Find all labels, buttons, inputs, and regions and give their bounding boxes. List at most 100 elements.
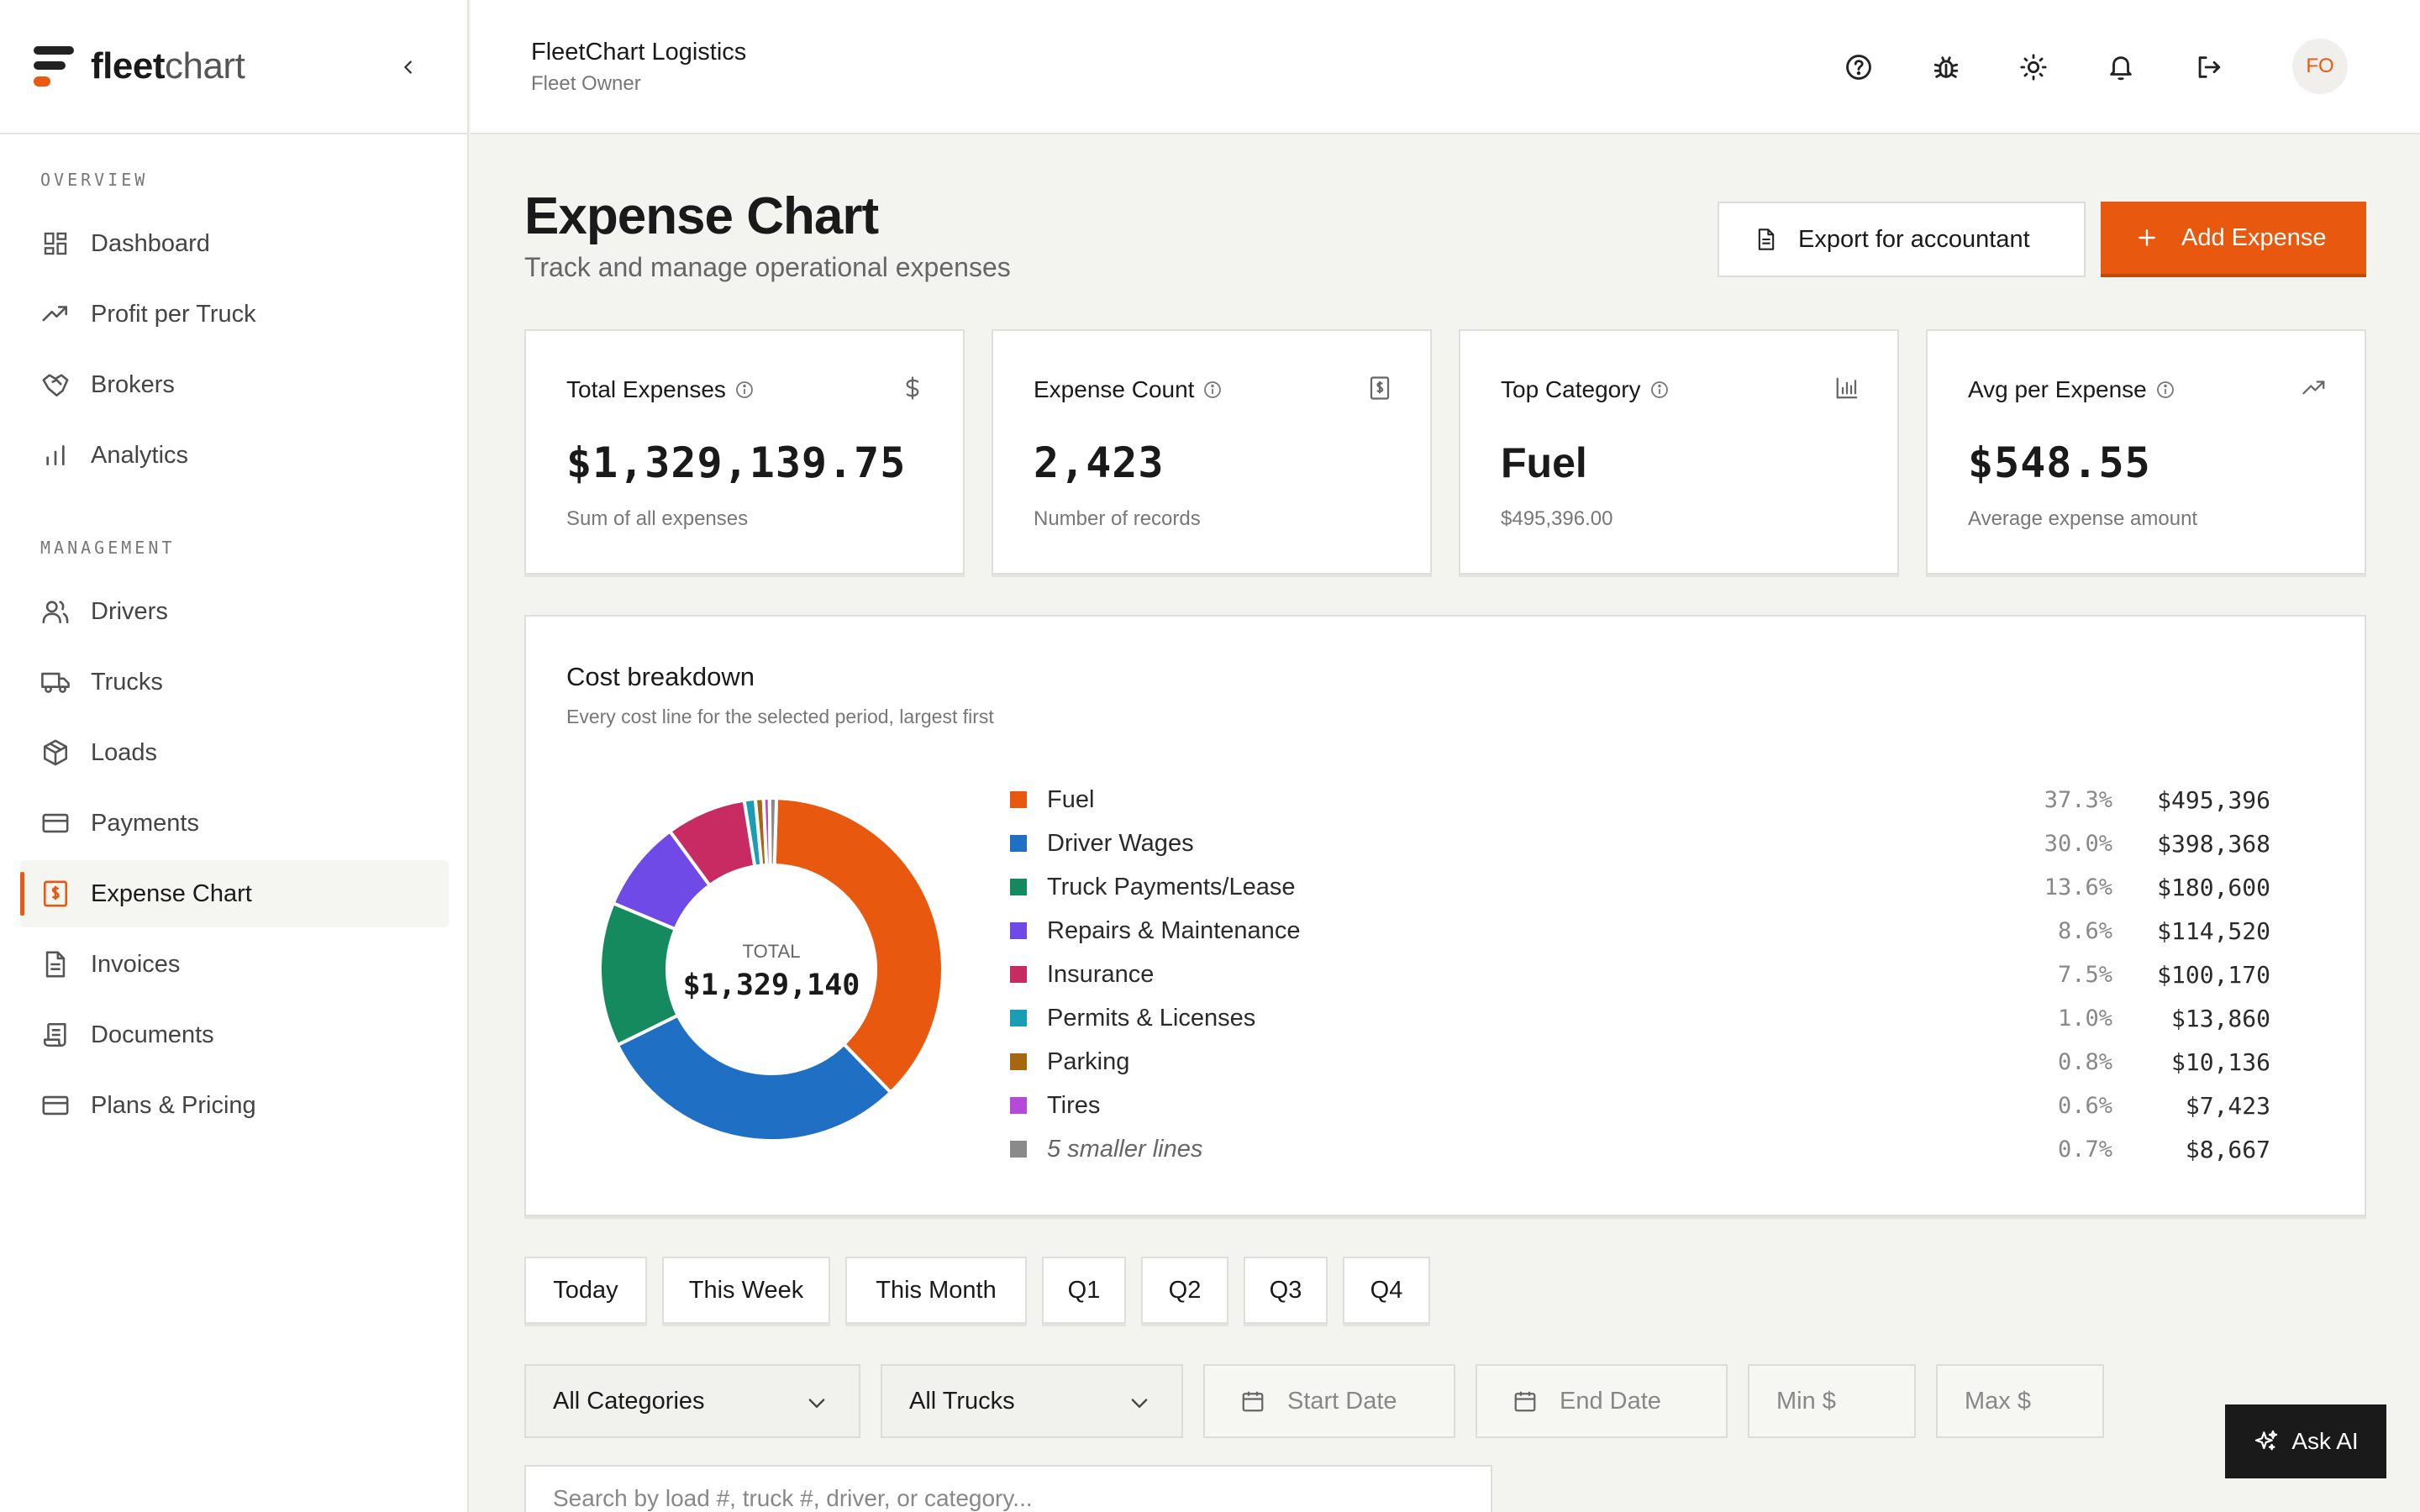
sidebar-item-label: Profit per Truck	[91, 300, 256, 328]
sidebar-item-label: Loads	[91, 738, 158, 766]
legend-row[interactable]: 5 smaller lines 0.7% $8,667	[1010, 1132, 2270, 1166]
period-q2-button[interactable]: Q2	[1141, 1257, 1228, 1324]
legend-label: Fuel	[1047, 785, 1095, 813]
stat-card-avg-per-expense: Avg per Expense $548.55 Average expense …	[1926, 329, 2366, 575]
truck-select[interactable]: All Trucks	[881, 1364, 1183, 1438]
period-q3-button[interactable]: Q3	[1244, 1257, 1328, 1324]
sidebar-item-label: Invoices	[91, 950, 181, 978]
calendar-icon	[1512, 1389, 1538, 1414]
sidebar-item-label: Analytics	[91, 441, 189, 469]
legend-label: Insurance	[1047, 960, 1155, 988]
sidebar-item-analytics[interactable]: Analytics	[20, 422, 449, 489]
receipt-icon	[1365, 373, 1395, 403]
info-icon[interactable]	[734, 380, 755, 400]
stat-card-top-category: Top Category Fuel $495,396.00	[1459, 329, 1899, 575]
sidebar-item-loads[interactable]: Loads	[20, 719, 449, 786]
truck-select-value: All Trucks	[909, 1387, 1015, 1415]
legend-swatch	[1010, 791, 1027, 808]
credit-card-icon	[40, 1090, 71, 1121]
sidebar-item-label: Payments	[91, 809, 199, 837]
stat-footnote: Average expense amount	[1968, 507, 2198, 530]
end-date-field[interactable]: End Date	[1476, 1364, 1728, 1438]
sidebar-item-payments[interactable]: Payments	[20, 790, 449, 857]
period-this-month-button[interactable]: This Month	[845, 1257, 1027, 1324]
info-icon[interactable]	[2155, 380, 2175, 400]
period-today-button[interactable]: Today	[524, 1257, 647, 1324]
sidebar-item-label: Drivers	[91, 597, 168, 625]
logout-button[interactable]	[2190, 49, 2227, 86]
package-icon	[40, 738, 71, 768]
legend-row[interactable]: Repairs & Maintenance 8.6% $114,520	[1010, 914, 2270, 948]
legend-swatch	[1010, 966, 1027, 983]
legend-amount: $10,136	[2170, 1047, 2270, 1076]
theme-toggle-button[interactable]	[2015, 49, 2052, 86]
search-placeholder: Search by load #, truck #, driver, or ca…	[553, 1485, 1033, 1511]
donut-slice-8[interactable]	[767, 796, 779, 868]
max-amount-field[interactable]: Max $	[1936, 1364, 2104, 1438]
legend-label: Truck Payments/Lease	[1047, 873, 1296, 900]
grid-icon	[40, 228, 71, 259]
expense-donut-chart: TOTAL $1,329,140	[598, 795, 944, 1142]
expense-search-input[interactable]: Search by load #, truck #, driver, or ca…	[524, 1465, 1492, 1512]
stat-label: Top Category	[1501, 376, 1670, 403]
sidebar-item-plans-pricing[interactable]: Plans & Pricing	[20, 1072, 449, 1139]
info-icon[interactable]	[1202, 380, 1223, 400]
legend-swatch	[1010, 1010, 1027, 1026]
legend-row[interactable]: Fuel 37.3% $495,396	[1010, 783, 2270, 816]
fleetchart-logo-icon	[34, 45, 74, 88]
dollar-icon	[897, 373, 928, 403]
brand-name: fleetchart	[91, 45, 245, 87]
min-amount-field[interactable]: Min $	[1748, 1364, 1916, 1438]
user-avatar[interactable]: FO	[2292, 39, 2348, 94]
legend-swatch	[1010, 1141, 1027, 1158]
add-expense-button[interactable]: Add Expense	[2101, 202, 2366, 277]
sidebar-item-dashboard[interactable]: Dashboard	[20, 210, 449, 277]
period-q4-button[interactable]: Q4	[1343, 1257, 1430, 1324]
document-icon	[1758, 228, 1775, 250]
sidebar-item-invoices[interactable]: Invoices	[20, 931, 449, 998]
report-bug-button[interactable]	[1928, 49, 1965, 86]
sidebar-item-label: Dashboard	[91, 229, 210, 257]
credit-card-icon	[40, 808, 71, 838]
organization-name: FleetChart Logistics	[531, 39, 747, 66]
category-select[interactable]: All Categories	[524, 1364, 860, 1438]
ask-ai-button[interactable]: Ask AI	[2225, 1404, 2386, 1478]
sidebar-item-brokers[interactable]: Brokers	[20, 351, 449, 418]
legend-percent: 30.0%	[2044, 830, 2112, 857]
legend-row[interactable]: Parking 0.8% $10,136	[1010, 1045, 2270, 1079]
sidebar-item-label: Brokers	[91, 370, 175, 398]
organization-role: Fleet Owner	[531, 72, 641, 95]
notifications-button[interactable]	[2102, 49, 2139, 86]
sidebar-item-profit-per-truck[interactable]: Profit per Truck	[20, 281, 449, 348]
legend-row[interactable]: Tires 0.6% $7,423	[1010, 1089, 2270, 1122]
bar-chart-icon	[40, 440, 71, 470]
donut-slice-0[interactable]	[772, 796, 944, 1095]
sidebar-item-label: Documents	[91, 1021, 214, 1048]
donut-slice-1[interactable]	[615, 1013, 893, 1142]
stat-value: Fuel	[1501, 439, 1587, 486]
donut-center-label: TOTAL	[743, 941, 801, 962]
period-q1-button[interactable]: Q1	[1042, 1257, 1126, 1324]
help-button[interactable]	[1840, 49, 1877, 86]
start-date-field[interactable]: Start Date	[1203, 1364, 1455, 1438]
ask-ai-label: Ask AI	[2291, 1428, 2359, 1454]
sidebar-item-expense-chart[interactable]: Expense Chart	[20, 860, 449, 927]
sidebar-item-trucks[interactable]: Trucks	[20, 648, 449, 716]
info-icon[interactable]	[1649, 380, 1670, 400]
stat-footnote: Sum of all expenses	[566, 507, 749, 530]
sidebar-item-drivers[interactable]: Drivers	[20, 578, 449, 645]
export-for-accountant-button[interactable]: Export for accountant	[1718, 202, 2086, 277]
stat-label: Avg per Expense	[1968, 376, 2175, 403]
legend-row[interactable]: Truck Payments/Lease 13.6% $180,600	[1010, 870, 2270, 904]
truck-icon	[40, 667, 71, 697]
sidebar-item-documents[interactable]: Documents	[20, 1001, 449, 1068]
legend-row[interactable]: Insurance 7.5% $100,170	[1010, 958, 2270, 991]
legend-swatch	[1010, 1053, 1027, 1070]
max-amount-placeholder: Max $	[1965, 1387, 2031, 1415]
section-title-management: MANAGEMENT	[40, 538, 176, 558]
collapse-sidebar-button[interactable]	[392, 50, 425, 84]
legend-row[interactable]: Driver Wages 30.0% $398,368	[1010, 827, 2270, 860]
stat-label: Expense Count	[1034, 376, 1223, 403]
period-this-week-button[interactable]: This Week	[662, 1257, 830, 1324]
legend-row[interactable]: Permits & Licenses 1.0% $13,860	[1010, 1001, 2270, 1035]
